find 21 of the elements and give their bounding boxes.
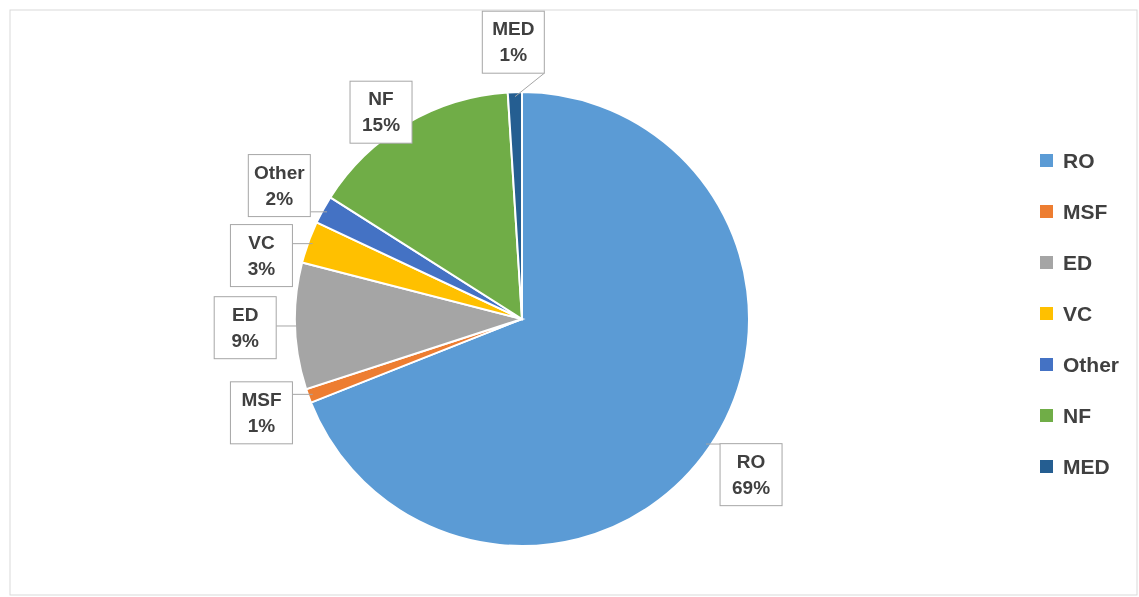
data-label: 2% <box>265 187 294 209</box>
slice-label: ED <box>231 303 259 325</box>
slice-label: MED <box>492 18 535 40</box>
legend-label: RO <box>1063 149 1095 172</box>
slice-label: VC <box>248 231 275 253</box>
data-label: 3% <box>247 257 276 279</box>
data-label: 9% <box>231 329 260 351</box>
slice-label: NF <box>368 88 394 110</box>
slice-label: MSF <box>241 388 282 410</box>
data-label: 1% <box>247 414 276 436</box>
data-label: 1% <box>499 44 528 66</box>
slice-label: Other <box>253 161 306 183</box>
legend-label: MED <box>1063 455 1110 478</box>
legend-label: ED <box>1063 251 1093 274</box>
data-label: 15% <box>362 114 401 136</box>
legend-label: VC <box>1063 302 1093 325</box>
data-label: 69% <box>732 476 771 498</box>
legend-label: NF <box>1063 404 1092 427</box>
legend-label: MSF <box>1063 200 1108 223</box>
slice-label: RO <box>736 450 766 472</box>
legend-label: Other <box>1063 353 1120 376</box>
